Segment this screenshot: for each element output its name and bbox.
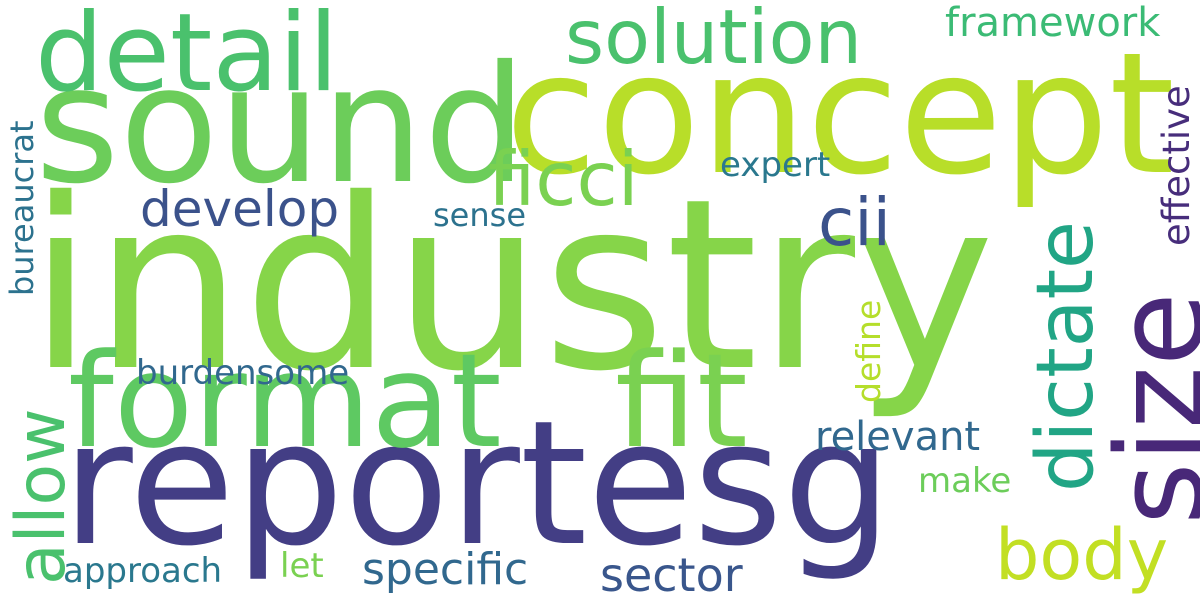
word-solution: solution [565, 0, 862, 81]
word-expert: expert [720, 145, 831, 185]
word-fit: fit [615, 325, 748, 477]
word-develop: develop [140, 180, 340, 238]
word-sense: sense [433, 196, 526, 234]
word-sector: sector [600, 548, 743, 600]
word-specific: specific [362, 544, 529, 595]
word-format: format [68, 325, 502, 477]
word-bureaucrat: bureaucrat [3, 120, 41, 296]
word-define: define [849, 299, 888, 403]
word-size: size [1092, 292, 1200, 525]
word-relevant: relevant [815, 414, 981, 460]
word-concept: concept [505, 16, 1175, 212]
word-industry: industry [28, 148, 995, 423]
word-body: body [995, 514, 1169, 596]
word-framework: framework [945, 0, 1161, 46]
word-sound: sound [35, 32, 527, 220]
word-let: let [280, 546, 324, 586]
word-effective: effective [1155, 85, 1198, 246]
word-make: make [918, 461, 1012, 501]
word-detail: detail [35, 0, 339, 116]
word-approach: approach [63, 551, 223, 591]
word-reportesg: reportesg [62, 383, 892, 584]
word-ficci: ficci [488, 135, 639, 223]
word-cii: cii [818, 184, 891, 261]
word-burdensome: burdensome [136, 353, 350, 393]
